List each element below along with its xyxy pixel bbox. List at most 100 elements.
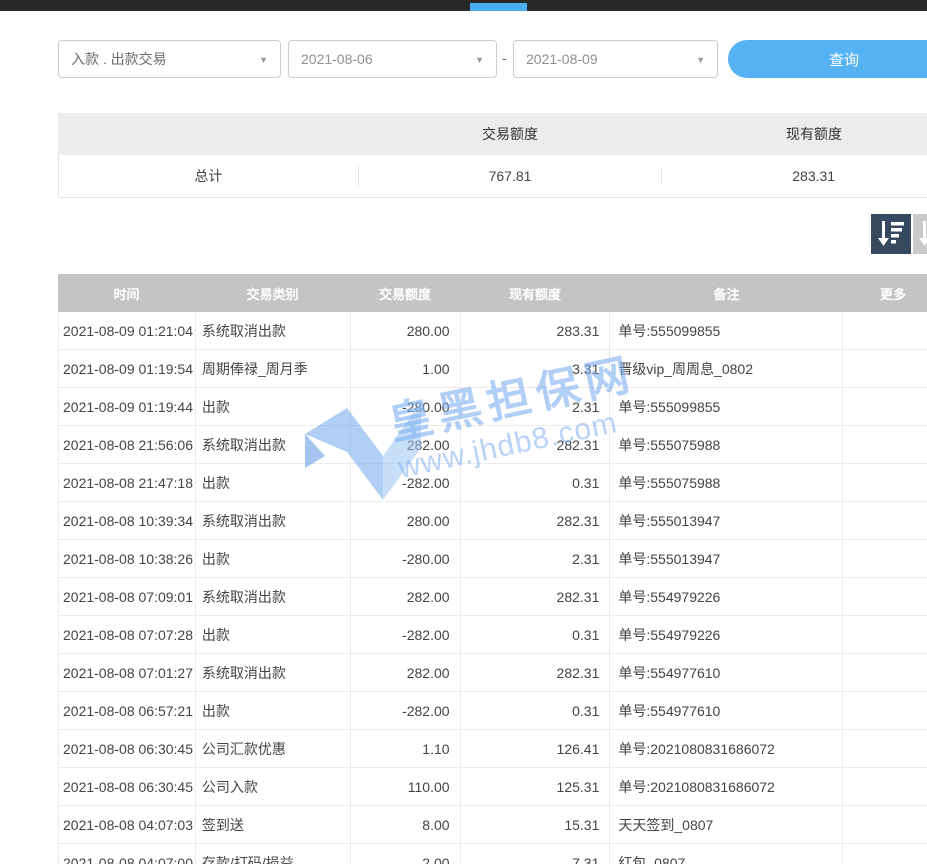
table-row: 2021-08-08 07:01:27 系统取消出款 282.00 282.31 单号:… <box>58 654 927 692</box>
cell-type: 系统取消出款 <box>195 312 351 350</box>
cell-type: 存款/打码/损益 <box>196 844 351 864</box>
cell-remark: 单号:554977610 <box>610 692 844 730</box>
cell-amount: 8.00 <box>350 806 461 844</box>
cell-balance: 282.31 <box>460 426 611 464</box>
cell-more <box>843 616 927 654</box>
active-tab-indicator[interactable] <box>470 3 527 11</box>
cell-time: 2021-08-08 10:39:34 <box>59 502 196 540</box>
cell-time: 2021-08-09 01:19:54 <box>59 350 196 388</box>
cell-remark: 单号:554979226 <box>610 616 844 654</box>
arrow-down-icon <box>913 221 927 257</box>
cell-more <box>843 806 927 844</box>
cell-balance: 0.31 <box>460 616 611 654</box>
cell-type: 出款 <box>195 464 351 502</box>
summary-balance-total: 283.31 <box>662 168 927 184</box>
table-row: 2021-08-08 07:07:28 出款 -282.00 0.31 单号:55497… <box>58 616 927 654</box>
cell-amount: -280.00 <box>350 388 461 426</box>
cell-type: 系统取消出款 <box>195 654 351 692</box>
cell-amount: 1.00 <box>350 350 461 388</box>
cell-more <box>843 350 927 388</box>
cell-amount: 282.00 <box>350 426 461 464</box>
cell-balance: 282.31 <box>460 502 611 540</box>
sort-descending-button[interactable] <box>871 214 911 254</box>
scroll-down-button[interactable] <box>913 214 927 254</box>
cell-amount: 2.00 <box>351 844 461 864</box>
cell-balance: 0.31 <box>460 464 611 502</box>
cell-time: 2021-08-08 06:57:21 <box>59 692 196 730</box>
cell-amount: 1.10 <box>350 730 461 768</box>
cell-time: 2021-08-08 06:30:45 <box>59 730 196 768</box>
date-to-select[interactable]: 2021-08-09 ▼ <box>513 40 718 78</box>
cell-remark: 单号:555099855 <box>610 388 844 426</box>
header-amount: 交易额度 <box>378 286 431 302</box>
cell-amount: -282.00 <box>350 464 461 502</box>
header-time: 时间 <box>113 286 140 302</box>
cell-more <box>843 540 927 578</box>
cell-remark: 单号:555013947 <box>610 502 844 540</box>
summary-header-row: 交易额度 现有额度 <box>58 113 927 155</box>
table-body: 2021-08-09 01:21:04 系统取消出款 280.00 283.31 单号:… <box>58 312 927 864</box>
cell-type: 签到送 <box>195 806 351 844</box>
summary-table: 交易额度 现有额度 总计 767.81 283.31 <box>58 113 927 198</box>
cell-balance: 2.31 <box>460 388 611 426</box>
table-row: 2021-08-08 04:07:03 签到送 8.00 15.31 天天签到_0807 <box>58 806 927 844</box>
cell-time: 2021-08-09 01:21:04 <box>59 312 196 350</box>
table-row: 2021-08-08 06:30:45 公司入款 110.00 125.31 单号:20… <box>58 768 927 806</box>
cell-remark: 单号:555013947 <box>610 540 844 578</box>
chevron-down-icon: ▼ <box>696 55 705 65</box>
cell-balance: 282.31 <box>460 578 611 616</box>
cell-more <box>843 578 927 616</box>
table-row: 2021-08-09 01:19:44 出款 -280.00 2.31 单号:55509… <box>58 388 927 426</box>
cell-remark: 单号:2021080831686072 <box>610 768 844 806</box>
cell-more <box>843 730 927 768</box>
cell-type: 系统取消出款 <box>195 426 351 464</box>
chevron-down-icon: ▼ <box>475 55 484 65</box>
cell-type: 公司入款 <box>195 768 351 806</box>
cell-remark: 单号:555075988 <box>610 464 844 502</box>
cell-remark: 单号:555099855 <box>610 312 844 350</box>
cell-balance: 2.31 <box>460 540 611 578</box>
cell-balance: 15.31 <box>460 806 611 844</box>
cell-remark: 单号:2021080831686072 <box>610 730 844 768</box>
summary-total-label: 总计 <box>59 166 359 186</box>
cell-remark: 单号:555075988 <box>610 426 844 464</box>
cell-type: 出款 <box>195 616 351 654</box>
top-bar <box>0 0 927 11</box>
cell-more <box>843 464 927 502</box>
query-button[interactable]: 查询 <box>728 40 927 78</box>
chevron-down-icon: ▼ <box>259 55 268 65</box>
header-more: 更多 <box>879 286 906 302</box>
table-row: 2021-08-08 10:38:26 出款 -280.00 2.31 单号:55501… <box>58 540 927 578</box>
transaction-type-select[interactable]: 入款 . 出款交易 ▼ <box>58 40 281 78</box>
summary-header-balance: 现有额度 <box>786 126 842 142</box>
table-row: 2021-08-08 07:09:01 系统取消出款 282.00 282.31 单号:… <box>58 578 927 616</box>
cell-amount: 282.00 <box>350 578 461 616</box>
cell-time: 2021-08-08 07:07:28 <box>59 616 196 654</box>
cell-balance: 282.31 <box>460 654 611 692</box>
cell-remark: 红包_0807 <box>610 844 844 864</box>
cell-more <box>843 502 927 540</box>
date-from-value: 2021-08-06 <box>301 51 373 67</box>
table-row: 2021-08-08 10:39:34 系统取消出款 280.00 282.31 单号:… <box>58 502 927 540</box>
cell-more <box>843 426 927 464</box>
cell-amount: 280.00 <box>350 312 461 350</box>
cell-amount: 110.00 <box>350 768 461 806</box>
transaction-type-value: 入款 . 出款交易 <box>71 51 167 67</box>
cell-amount: -282.00 <box>350 692 461 730</box>
cell-balance: 126.41 <box>460 730 611 768</box>
transactions-table: 时间 交易类别 交易额度 现有额度 备注 更多 2021-08-09 01:21… <box>58 274 927 864</box>
cell-time: 2021-08-08 07:09:01 <box>59 578 196 616</box>
date-range-separator: - <box>502 50 507 66</box>
date-from-select[interactable]: 2021-08-06 ▼ <box>288 40 497 78</box>
table-row: 2021-08-09 01:21:04 系统取消出款 280.00 283.31 单号:… <box>58 312 927 350</box>
cell-time: 2021-08-08 06:30:45 <box>59 768 196 806</box>
cell-balance: 3.31 <box>460 350 611 388</box>
table-row: 2021-08-08 21:47:18 出款 -282.00 0.31 单号:55507… <box>58 464 927 502</box>
cell-time: 2021-08-08 04:07:00 <box>59 844 196 864</box>
table-row: 2021-08-08 06:30:45 公司汇款优惠 1.10 126.41 单号:20… <box>58 730 927 768</box>
table-row: 2021-08-08 21:56:06 系统取消出款 282.00 282.31 单号:… <box>58 426 927 464</box>
cell-amount: -282.00 <box>350 616 461 654</box>
cell-more <box>843 388 927 426</box>
cell-balance: 283.31 <box>460 312 611 350</box>
